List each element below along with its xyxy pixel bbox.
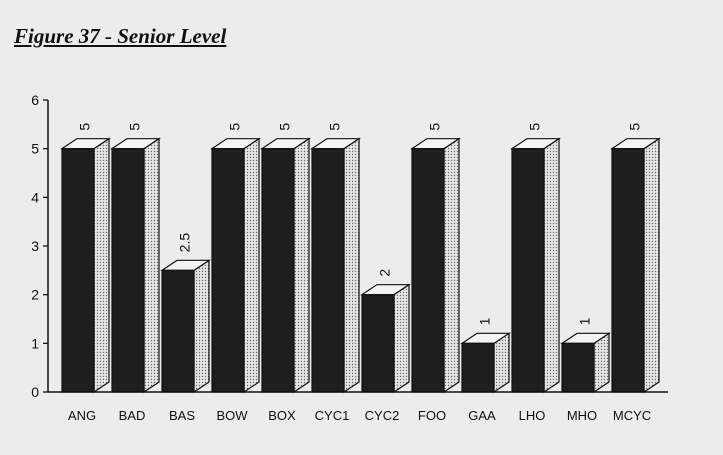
y-tick-label: 4: [31, 189, 39, 205]
bar-front: [461, 342, 495, 393]
category-label: BAS: [169, 408, 195, 423]
bar-bad: [110, 137, 161, 394]
bar-front: [111, 148, 145, 393]
bar-gaa: [460, 332, 511, 394]
category-label: FOO: [418, 408, 446, 423]
bar-side: [393, 283, 410, 394]
bar-lho: [510, 137, 561, 394]
bar-side: [293, 137, 310, 394]
data-label: 1: [477, 317, 493, 325]
category-label: CYC1: [315, 408, 350, 423]
bar-foo: [410, 137, 461, 394]
bar-side: [443, 137, 460, 394]
bar-cyc1: [310, 137, 361, 394]
bar-ang: [60, 137, 111, 394]
data-label: 2: [377, 269, 393, 277]
data-label: 5: [427, 123, 443, 131]
label-layer: 5 ANG 5 BAD 2.5 BAS 5 BOW 5 BOX 5 CYC1 2 CYC2 5 FOO 1 GAA…: [31, 92, 651, 423]
data-label: 5: [327, 123, 343, 131]
bar-bow: [210, 137, 261, 394]
bar-side: [93, 137, 110, 394]
bar-side: [543, 137, 560, 394]
data-label: 5: [277, 123, 293, 131]
y-tick-label: 5: [31, 141, 39, 157]
bar-side: [143, 137, 160, 394]
data-label: 2.5: [177, 233, 193, 253]
category-label: BAD: [119, 408, 146, 423]
y-tick-label: 3: [31, 238, 39, 254]
bar-front: [211, 148, 245, 393]
y-tick-label: 0: [31, 384, 39, 400]
bar-cyc2: [360, 283, 411, 394]
data-label: 5: [627, 123, 643, 131]
y-tick-label: 6: [31, 92, 39, 108]
bar-front: [511, 148, 545, 393]
category-label: GAA: [468, 408, 496, 423]
category-label: MHO: [567, 408, 597, 423]
y-tick-label: 2: [31, 287, 39, 303]
bar-front: [611, 148, 645, 393]
bar-front: [361, 294, 395, 393]
bar-side: [343, 137, 360, 394]
category-label: BOX: [268, 408, 296, 423]
bar-front: [161, 269, 195, 393]
data-label: 1: [577, 317, 593, 325]
bar-bas: [160, 259, 211, 394]
data-label: 5: [127, 123, 143, 131]
bar-front: [61, 148, 95, 393]
category-label: ANG: [68, 408, 96, 423]
bar-front: [411, 148, 445, 393]
bar-side: [193, 259, 210, 394]
data-label: 5: [227, 123, 243, 131]
figure-title: Figure 37 - Senior Level: [14, 24, 227, 48]
bar-front: [561, 342, 595, 393]
bar-front: [261, 148, 295, 393]
bar-box: [260, 137, 311, 394]
bar-mho: [560, 332, 611, 394]
category-label: BOW: [216, 408, 248, 423]
bar-mcyc: [610, 137, 661, 394]
bars-layer: [60, 137, 661, 394]
data-label: 5: [527, 123, 543, 131]
category-label: CYC2: [365, 408, 400, 423]
axis-layer: [43, 99, 668, 393]
data-label: 5: [77, 123, 93, 131]
category-label: MCYC: [613, 408, 651, 423]
bar-side: [243, 137, 260, 394]
bar-side: [643, 137, 660, 394]
category-label: LHO: [519, 408, 546, 423]
bar-front: [311, 148, 345, 393]
y-tick-label: 1: [31, 335, 39, 351]
